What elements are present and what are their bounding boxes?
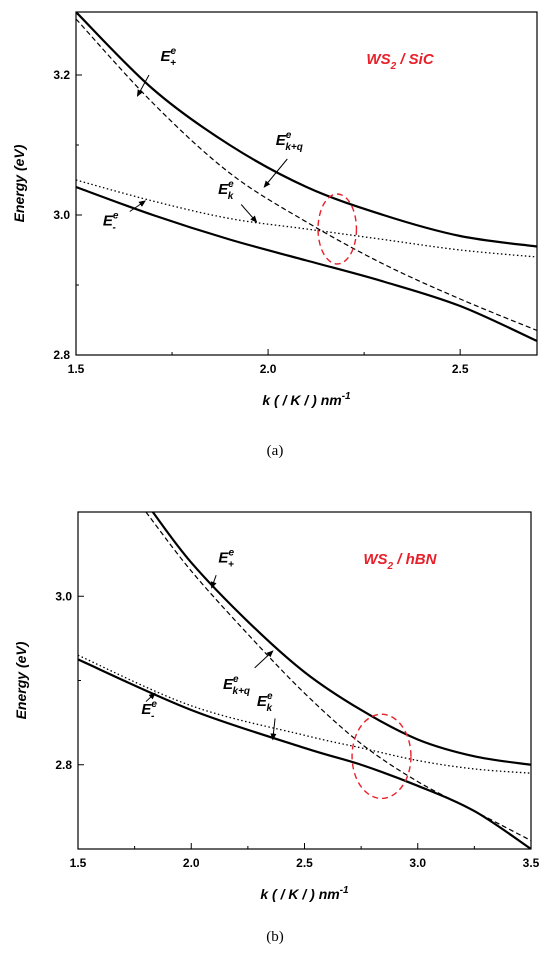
annotation-arrow [270, 718, 277, 741]
series-group [76, 12, 537, 343]
annotation-arrow [210, 575, 217, 589]
y-axis-label: Energy (eV) [11, 144, 27, 222]
x-axis-label: k ( / K / ) nm-1 [262, 391, 351, 408]
series-group [78, 512, 531, 849]
y-axis: 2.8 3.0 [55, 589, 84, 772]
y-tick-label: 2.8 [55, 758, 72, 772]
x-tick-label: 1.5 [68, 362, 85, 376]
annotation-label: Ee - [141, 699, 157, 722]
y-tick-label: 3.0 [53, 208, 70, 222]
annotation-arrow [136, 74, 150, 97]
annotation-label: Ee k [257, 691, 273, 714]
y-tick-label: 2.8 [53, 348, 70, 362]
series-line-dashed [76, 18, 537, 332]
chart-panel-b: 1.5 2.0 2.5 3.0 3.5 2.8 3.0 Ee + Ee k+q Ee k Ee - WS2 /… [13, 511, 540, 945]
series-line-solid [151, 512, 531, 766]
x-tick-label: 2.0 [183, 856, 200, 870]
annotation-label: Ee - [103, 211, 119, 234]
chart-title: WS2 / hBN [363, 551, 437, 572]
annotation-ek: Ee k [218, 179, 258, 223]
annotation-ek: Ee k [257, 691, 277, 741]
crossing-ellipse [317, 193, 358, 265]
plot-frame [77, 511, 532, 850]
y-axis: 2.8 3.0 3.2 [53, 68, 82, 362]
plot-frame [75, 11, 538, 356]
annotation-eminus: Ee - [103, 200, 146, 234]
x-axis: 1.5 2.0 2.5 3.0 3.5 [70, 843, 540, 870]
y-tick-label: 3.0 [55, 589, 72, 603]
crossing-ellipse [351, 713, 412, 800]
x-tick-label: 3.5 [523, 856, 540, 870]
series-line-dotted [76, 179, 537, 258]
x-tick-label: 2.5 [296, 856, 313, 870]
annotation-label: Ee k+q [223, 674, 250, 697]
annotation-label: Ee + [218, 548, 234, 571]
annotation-eminus: Ee - [141, 692, 157, 722]
annotation-eplus: Ee + [136, 46, 177, 97]
annotation-ekq: Ee k+q [223, 650, 274, 697]
x-axis-label: k ( / K / ) nm-1 [260, 885, 349, 902]
series-line-dashed [145, 512, 531, 842]
annotation-arrow [263, 158, 288, 188]
y-tick-label: 3.2 [53, 68, 70, 82]
series-line-dotted [78, 654, 531, 774]
panel-caption: (a) [267, 443, 284, 459]
annotation-arrow [240, 204, 258, 223]
annotation-arrow [129, 200, 146, 212]
annotation-label: Ee k+q [276, 130, 303, 153]
chart-panel-a: 1.5 2.0 2.5 2.8 3.0 3.2 Ee + Ee k+q Ee k Ee - WS2 / Si… [11, 11, 538, 459]
series-line-solid [76, 185, 537, 343]
annotation-arrow [145, 692, 156, 702]
annotation-ekq: Ee k+q [263, 130, 303, 188]
annotation-label: Ee + [161, 46, 177, 69]
x-tick-label: 2.0 [260, 362, 277, 376]
x-tick-label: 2.5 [452, 362, 469, 376]
series-line-solid [78, 658, 531, 849]
annotation-label: Ee k [218, 179, 234, 202]
y-axis-label: Energy (eV) [13, 641, 29, 719]
x-tick-label: 3.0 [409, 856, 426, 870]
x-tick-label: 1.5 [70, 856, 87, 870]
panel-caption: (b) [266, 929, 284, 945]
annotation-arrow [254, 650, 274, 669]
series-line-solid [76, 12, 537, 248]
annotation-eplus: Ee + [210, 548, 234, 589]
chart-title: WS2 / SiC [366, 51, 434, 72]
x-axis: 1.5 2.0 2.5 [68, 349, 469, 376]
